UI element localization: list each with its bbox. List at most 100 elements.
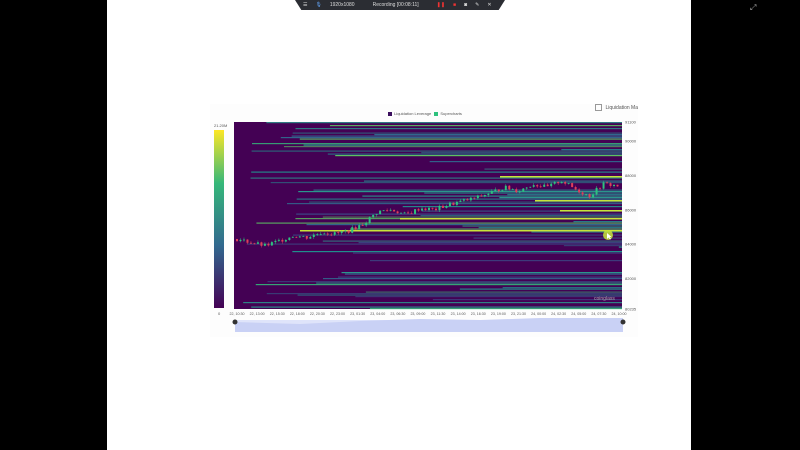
heatmap-band xyxy=(255,284,622,286)
candle xyxy=(546,184,549,187)
candle xyxy=(536,185,539,187)
y-tick-label: 80235 xyxy=(625,307,637,312)
liquidation-map-toggle[interactable]: Liquidation Ma xyxy=(595,104,638,111)
candle xyxy=(375,214,378,215)
candle xyxy=(483,194,486,197)
legend-item[interactable]: Supercharts xyxy=(432,111,462,116)
candle xyxy=(330,234,333,236)
candle xyxy=(441,205,444,208)
heatmap-band xyxy=(280,137,622,139)
candle xyxy=(347,230,350,233)
heatmap-band xyxy=(478,227,622,229)
y-tick-label: 90000 xyxy=(625,138,637,143)
heatmap-band xyxy=(424,192,622,194)
candle xyxy=(256,242,259,244)
candle xyxy=(267,243,270,246)
watermark: coinglass xyxy=(594,296,615,302)
pause-icon[interactable]: ❚❚ xyxy=(436,2,446,8)
candle xyxy=(291,236,294,238)
candle xyxy=(316,234,319,235)
x-tick-label: 23, 21:30 xyxy=(511,312,526,316)
heatmap-band xyxy=(363,180,622,182)
candle xyxy=(361,225,364,226)
stop-icon[interactable]: ■ xyxy=(453,2,457,8)
heatmap-band xyxy=(531,231,622,233)
recording-status: Recording [00:08:11] xyxy=(372,2,419,8)
candle xyxy=(340,231,343,233)
candle xyxy=(246,239,249,243)
close-icon[interactable]: ✕ xyxy=(487,2,492,8)
candle xyxy=(497,189,500,192)
x-tick-label: 22, 10:30 xyxy=(230,312,245,316)
x-tick-label: 22, 20:30 xyxy=(310,312,325,316)
x-tick-label: 22, 13:00 xyxy=(250,312,265,316)
heatmap-hot-band xyxy=(500,176,622,178)
candle xyxy=(382,210,385,212)
menu-icon[interactable]: ☰ xyxy=(303,2,308,8)
heatmap-band xyxy=(266,293,622,295)
candle xyxy=(574,187,577,190)
candle xyxy=(312,234,315,238)
expand-icon[interactable]: ⤢ xyxy=(750,3,757,12)
heatmap-band xyxy=(358,242,622,244)
heatmap-band xyxy=(335,155,622,157)
candle xyxy=(379,210,382,215)
heatmap-band xyxy=(313,189,622,191)
y-tick-label: 84000 xyxy=(625,242,637,247)
candle xyxy=(431,207,434,209)
candle xyxy=(585,193,588,195)
candle xyxy=(487,193,490,195)
camera-icon[interactable]: ◙ xyxy=(464,2,468,8)
candle xyxy=(438,205,441,211)
heatmap-band xyxy=(270,182,622,184)
heatmap-band xyxy=(369,260,622,262)
legend-label: Liquidation Leverage xyxy=(394,111,432,116)
candle xyxy=(581,192,584,195)
heatmap-band xyxy=(286,203,622,205)
heatmap-band xyxy=(298,191,622,193)
candle xyxy=(455,201,458,205)
candle xyxy=(344,230,347,232)
mouse-cursor-icon xyxy=(607,233,612,240)
heatmap-band xyxy=(256,222,622,224)
candle xyxy=(417,209,420,211)
candle xyxy=(309,237,312,239)
candle xyxy=(606,182,609,184)
pen-icon[interactable]: ✎ xyxy=(475,2,480,8)
heatmap-band xyxy=(246,243,622,245)
heatmap-band xyxy=(283,146,622,148)
candle xyxy=(434,208,437,211)
heatmap-band xyxy=(573,221,622,223)
heatmap-band xyxy=(329,125,622,127)
x-tick-label: 23, 09:00 xyxy=(410,312,425,316)
candle xyxy=(386,210,389,212)
legend-item[interactable]: Liquidation Leverage xyxy=(386,111,431,116)
heatmap-band xyxy=(561,149,622,151)
navigator-right-handle[interactable] xyxy=(620,319,626,325)
candle xyxy=(337,232,340,233)
heatmap-band xyxy=(243,302,622,304)
candle xyxy=(400,212,403,214)
x-tick-label: 23, 06:30 xyxy=(390,312,405,316)
x-tick-label: 22, 15:30 xyxy=(270,312,285,316)
heatmap-band xyxy=(316,282,622,284)
candle xyxy=(263,243,266,246)
mic-icon[interactable]: 🎙 xyxy=(315,2,322,8)
candle xyxy=(518,191,521,193)
candle xyxy=(270,242,273,246)
colorbar-max-label: 21.20M xyxy=(214,123,227,128)
x-tick-label: 24, 00:00 xyxy=(531,312,546,316)
candle xyxy=(414,209,417,214)
heatmap-band xyxy=(374,134,622,136)
heatmap-hot-band xyxy=(560,210,622,212)
heatmap-band xyxy=(420,215,622,217)
candle xyxy=(539,186,542,188)
candle xyxy=(281,239,284,242)
navigator-left-handle[interactable] xyxy=(232,319,238,325)
candle xyxy=(525,187,528,189)
heatmap-band xyxy=(309,201,622,203)
heatmap-band xyxy=(303,144,622,146)
x-tick-label: 24, 07:30 xyxy=(591,312,606,316)
checkbox[interactable] xyxy=(595,104,603,111)
